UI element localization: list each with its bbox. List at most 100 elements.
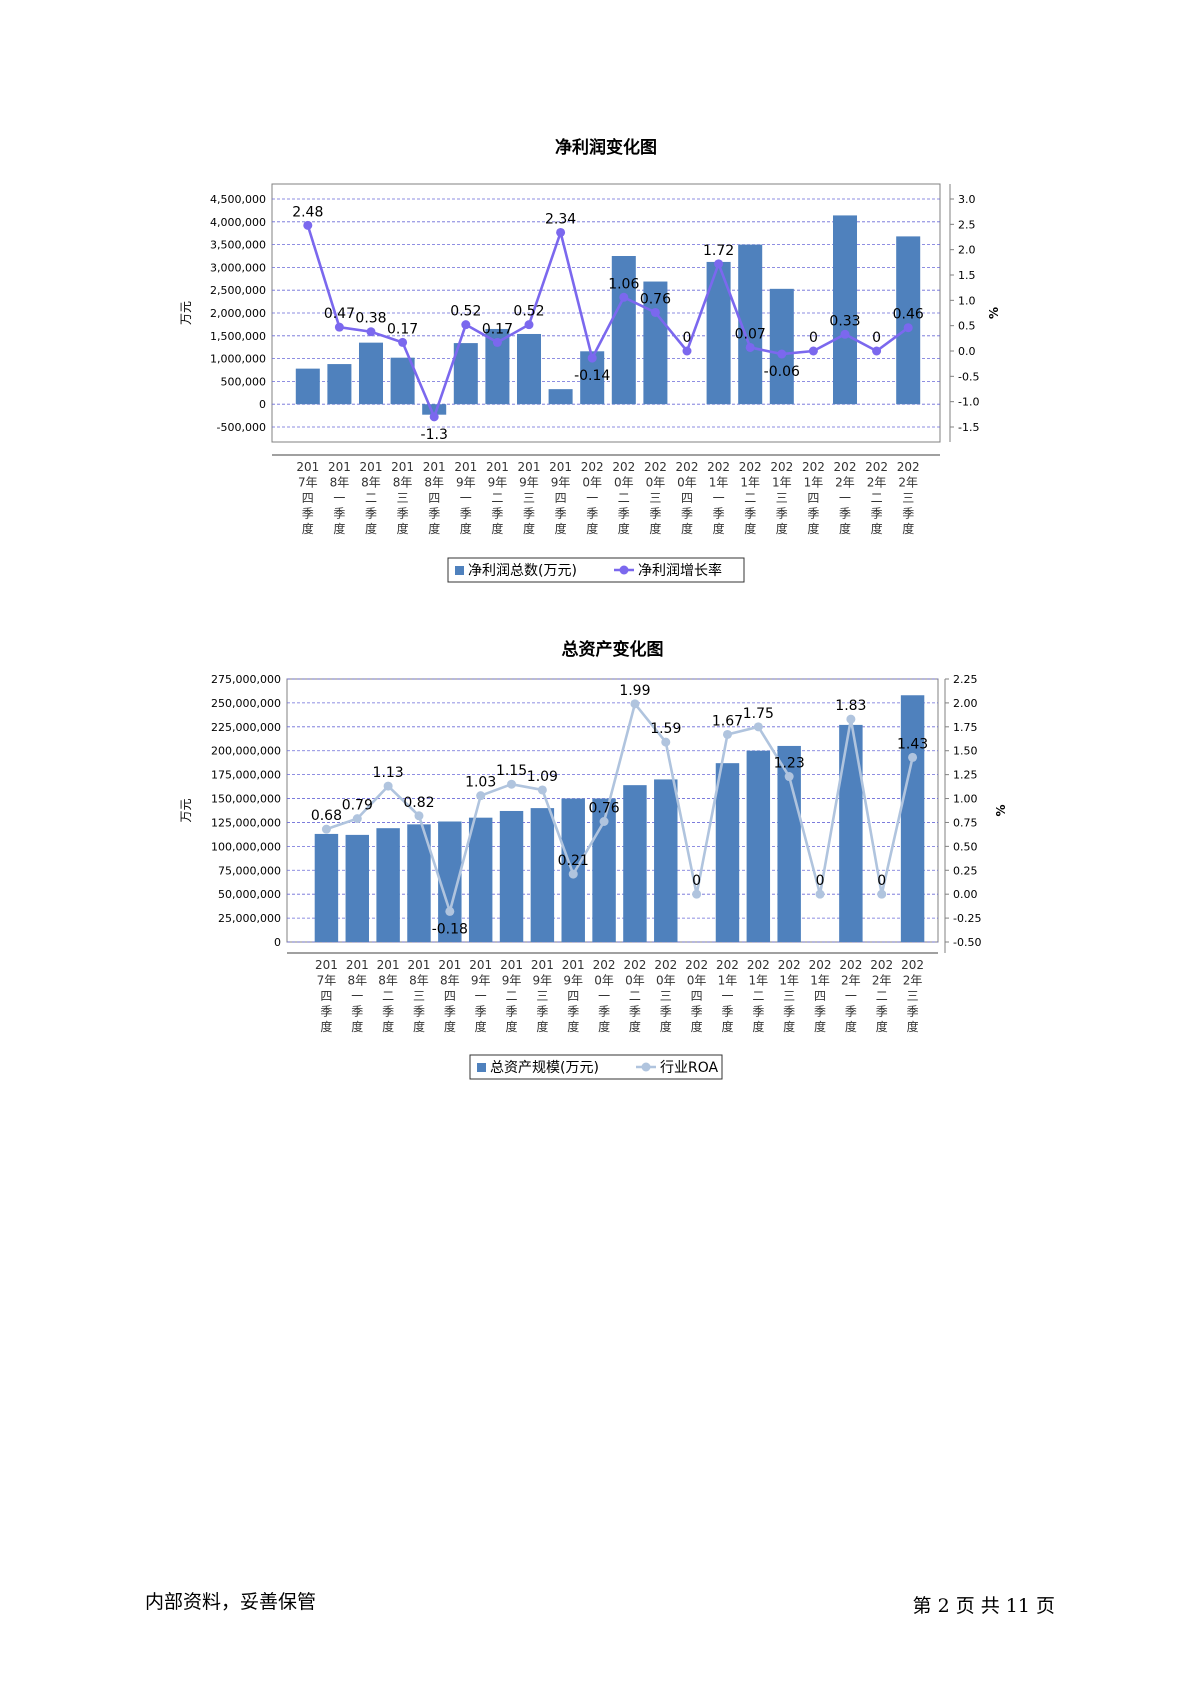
y-tick-label: 4,000,000: [210, 216, 266, 229]
x-tick-label: 202 2年二季度: [870, 958, 893, 1034]
footer-confidential-note: 内部资料，妥善保管: [145, 1591, 317, 1613]
bar: [453, 343, 478, 405]
line-point: [692, 889, 702, 899]
x-tick-label: 202 0年一季度: [581, 460, 604, 536]
line-point: [877, 889, 887, 899]
y-tick-label: 50,000,000: [218, 888, 281, 901]
data-label: 0.46: [893, 307, 924, 323]
y-tick-label: 2,000,000: [210, 307, 266, 320]
line-point: [429, 412, 439, 422]
x-tick-label: 202 1年二季度: [739, 460, 762, 536]
y2-tick-label: 2.25: [953, 673, 978, 686]
legend-bar-swatch: [477, 1063, 486, 1072]
y-tick-label: 2,500,000: [210, 284, 266, 297]
x-tick-label: 202 1年一季度: [707, 460, 730, 536]
bar: [769, 288, 794, 405]
data-label: 1.43: [897, 736, 928, 752]
line-point: [461, 320, 471, 330]
data-label: 2.48: [292, 204, 323, 220]
x-tick-label: 202 2年一季度: [834, 460, 857, 536]
line-point: [908, 752, 918, 762]
x-tick-label: 201 7年四季度: [315, 958, 338, 1034]
y-tick-label: 200,000,000: [211, 745, 281, 758]
bar: [746, 750, 771, 942]
y-tick-label: -500,000: [217, 421, 266, 434]
y-tick-label: 175,000,000: [211, 769, 281, 782]
data-label: 0.76: [640, 291, 671, 307]
x-tick-label: 202 1年三季度: [778, 958, 801, 1034]
data-label: 1.15: [496, 763, 527, 779]
legend-line-marker: [619, 565, 629, 575]
data-label: 0.38: [355, 311, 386, 327]
data-label: 0.21: [558, 853, 589, 869]
data-label: 0.68: [311, 808, 342, 824]
line-point: [840, 329, 850, 339]
line-point: [414, 811, 424, 821]
y2-axis-label: %: [994, 804, 1008, 816]
y2-tick-label: 1.25: [953, 769, 978, 782]
legend-line-label: 行业ROA: [660, 1060, 719, 1076]
line-point: [568, 869, 578, 879]
data-label: 0.47: [324, 306, 355, 322]
y2-tick-label: 2.5: [958, 218, 976, 231]
x-tick-label: 202 0年三季度: [644, 460, 667, 536]
x-tick-label: 202 1年四季度: [802, 460, 825, 536]
bar: [376, 828, 400, 942]
data-label: 1.59: [650, 721, 681, 737]
line-point: [537, 785, 547, 795]
data-label: -1.3: [421, 427, 448, 443]
x-tick-label: 202 1年三季度: [770, 460, 793, 536]
bar: [839, 724, 863, 942]
y2-tick-label: -0.50: [953, 936, 981, 949]
x-tick-label: 202 1年一季度: [716, 958, 739, 1034]
data-label: 0.52: [513, 304, 544, 320]
x-tick-label: 201 8年三季度: [408, 958, 431, 1034]
y2-tick-label: 0.75: [953, 816, 978, 829]
x-tick-label: 202 2年一季度: [839, 958, 862, 1034]
y2-tick-label: 0.0: [958, 345, 976, 358]
line-point: [753, 722, 763, 732]
y2-tick-label: 3.0: [958, 193, 976, 206]
legend-bar-swatch: [455, 566, 464, 575]
total-assets-chart: 总资产变化图 0 25,000,000 50,000,000 75,000,000 100…: [0, 630, 1191, 1104]
bar: [390, 357, 415, 405]
bar: [516, 333, 542, 405]
x-tick-label: 201 8年一季度: [328, 460, 351, 536]
line-point: [846, 714, 856, 724]
legend-line-label: 净利润增长率: [638, 562, 722, 579]
bar: [832, 215, 858, 405]
x-tick-label: 201 8年一季度: [346, 958, 369, 1034]
bar: [654, 779, 678, 942]
line-point: [524, 320, 534, 330]
y2-tick-label: 1.0: [958, 294, 976, 307]
y-tick-label: 0: [274, 936, 281, 949]
legend-box: [469, 1054, 723, 1080]
line-point: [556, 227, 566, 237]
bar: [611, 256, 636, 405]
y-axis-label: 万元: [179, 798, 193, 822]
line-point: [352, 814, 362, 824]
line-point: [587, 353, 597, 363]
line-point: [476, 791, 486, 801]
data-label: 1.67: [712, 713, 743, 729]
data-label: 1.75: [743, 706, 774, 722]
line-point: [808, 346, 818, 356]
data-label: 0: [877, 873, 886, 889]
x-tick-label: 201 9年一季度: [454, 460, 477, 536]
y2-tick-label: 2.00: [953, 697, 978, 710]
line-point: [630, 699, 640, 709]
y-tick-label: 100,000,000: [211, 840, 281, 853]
chart-title: 总资产变化图: [562, 639, 664, 660]
bar: [295, 368, 320, 405]
y-tick-label: 3,000,000: [210, 261, 266, 274]
x-tick-label: 202 2年三季度: [901, 958, 924, 1034]
line-point: [492, 337, 502, 347]
data-label: 0: [872, 330, 881, 346]
y2-tick-label: -0.25: [953, 912, 981, 925]
bar: [592, 798, 616, 942]
line-point: [682, 346, 692, 356]
x-tick-label: 202 1年四季度: [809, 958, 832, 1034]
line-point: [398, 337, 408, 347]
line-point: [383, 781, 393, 791]
y2-tick-label: 1.5: [958, 269, 976, 282]
